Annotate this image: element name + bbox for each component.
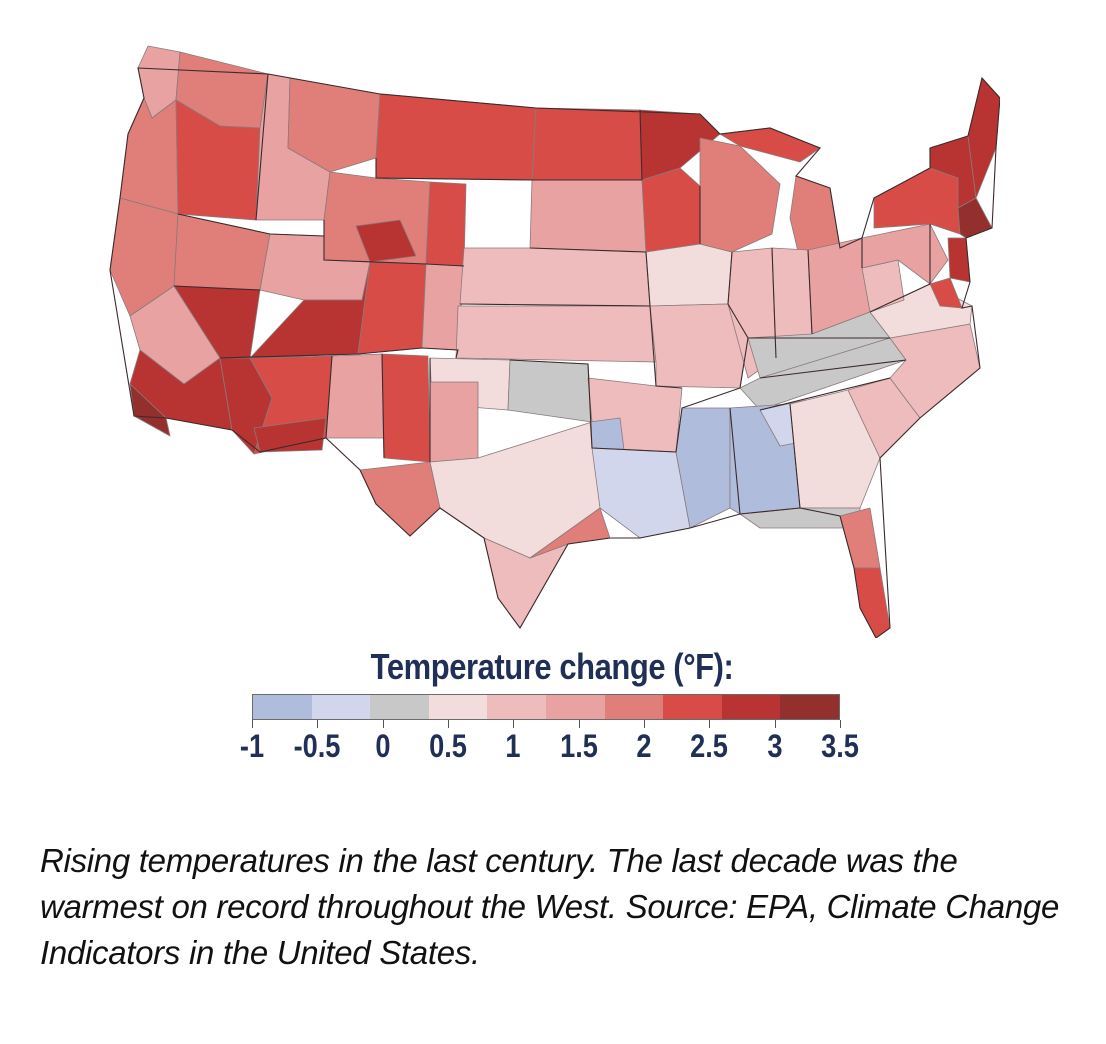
legend-swatch bbox=[428, 695, 488, 719]
legend-tick bbox=[382, 720, 384, 728]
region-nd bbox=[531, 107, 643, 181]
legend-tick-label: -0.5 bbox=[293, 728, 341, 764]
legend-swatch bbox=[604, 695, 664, 719]
legend-swatch bbox=[311, 695, 371, 719]
legend-tick bbox=[644, 720, 645, 728]
legend-ticks bbox=[252, 720, 841, 730]
legend-tick-label: 2 bbox=[636, 728, 652, 764]
us-temperature-map bbox=[100, 38, 1000, 638]
legend-tick-label: -1 bbox=[239, 728, 265, 764]
legend-swatch bbox=[663, 695, 722, 719]
color-legend bbox=[252, 694, 840, 720]
region-wi bbox=[699, 137, 781, 253]
legend-swatch bbox=[721, 695, 781, 719]
region-ny bbox=[873, 167, 961, 235]
legend-tick bbox=[578, 720, 580, 728]
legend-tick-label: 1.5 bbox=[559, 728, 598, 764]
legend-tick-label: 3 bbox=[767, 728, 783, 764]
map-svg bbox=[109, 45, 1000, 638]
region-ok-east bbox=[507, 359, 593, 423]
legend-tick-labels: -1 -0.5 0 0.5 1 1.5 2 2.5 3 3.5 bbox=[240, 728, 859, 768]
state-borders bbox=[109, 67, 1000, 638]
legend-tick-label: 2.5 bbox=[690, 728, 729, 764]
region-mt-east bbox=[375, 93, 537, 181]
region-la bbox=[591, 447, 691, 539]
region-sd bbox=[529, 179, 647, 253]
region-nm-west bbox=[325, 353, 385, 439]
region-tx-panhandle bbox=[429, 381, 479, 463]
legend-tick bbox=[513, 720, 515, 728]
legend-tick bbox=[840, 720, 841, 728]
legend-tick bbox=[709, 720, 711, 728]
legend-tick bbox=[448, 720, 449, 728]
legend-tick bbox=[317, 720, 319, 728]
region-ar-south bbox=[589, 417, 625, 451]
legend-title: Temperature change (°F): bbox=[370, 646, 734, 687]
legend-swatch bbox=[487, 695, 546, 719]
region-nv-north bbox=[173, 213, 271, 291]
legend-tick bbox=[774, 720, 776, 728]
legend-swatch bbox=[780, 695, 839, 719]
legend-tick bbox=[252, 720, 253, 728]
region-co-west bbox=[357, 261, 427, 355]
legend-tick-label: 0 bbox=[375, 728, 391, 764]
region-az-south bbox=[253, 417, 327, 453]
legend-swatch bbox=[370, 695, 429, 719]
region-wy-east bbox=[425, 181, 467, 267]
legend-tick-label: 0.5 bbox=[429, 728, 467, 764]
region-tx-west bbox=[359, 461, 441, 537]
region-ia bbox=[645, 243, 733, 307]
region-mn-south bbox=[641, 167, 701, 253]
legend-tick-label: 1 bbox=[505, 728, 521, 764]
figure-caption: Rising temperatures in the last century.… bbox=[40, 842, 1059, 972]
legend-tick-label: 3.5 bbox=[821, 728, 859, 764]
region-nm-east bbox=[381, 353, 431, 463]
legend-swatch bbox=[253, 695, 312, 719]
region-or-west bbox=[119, 97, 179, 215]
region-ks bbox=[455, 305, 657, 363]
region-wy-greenriver bbox=[355, 219, 417, 263]
region-ne bbox=[459, 247, 651, 307]
legend-swatch bbox=[545, 695, 605, 719]
